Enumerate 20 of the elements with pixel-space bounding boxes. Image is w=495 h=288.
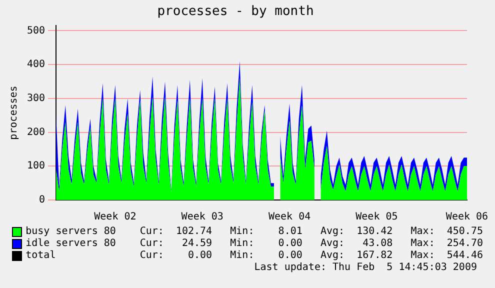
chart-title: processes - by month bbox=[157, 4, 314, 20]
x-tick-label: Week 06 bbox=[446, 212, 488, 223]
y-tick-label: 200 bbox=[27, 126, 46, 138]
text: Cur: 24.59 Min: 0.00 Avg: 43.08 Max: 254.70 bbox=[140, 238, 483, 250]
legend-label: busy servers 80 bbox=[26, 226, 117, 238]
x-tick-label: Week 02 bbox=[94, 212, 136, 223]
text: Last update: Thu Feb 5 14:45:03 2009 bbox=[253, 262, 478, 274]
y-tick-label: 100 bbox=[27, 160, 46, 172]
x-tick-label: Week 04 bbox=[268, 212, 311, 223]
legend-label: total bbox=[26, 250, 57, 262]
x-tick-label: Week 03 bbox=[181, 212, 224, 223]
x-tick-label: Week 05 bbox=[356, 212, 398, 223]
y-tick-label: 0 bbox=[39, 194, 46, 206]
y-tick-label: 400 bbox=[27, 59, 46, 70]
text: Cur: 0.00 Min: 0.00 Avg: 167.82 Max: 544.46 bbox=[140, 250, 483, 262]
text: Cur: 102.74 Min: 8.01 Avg: 130.42 Max: 450.75 bbox=[140, 226, 483, 238]
legend-label: idle servers 80 bbox=[26, 238, 117, 250]
y-tick-label: 500 bbox=[27, 25, 46, 36]
y-tick-label: 300 bbox=[27, 93, 46, 104]
y-axis-title: processes bbox=[8, 86, 20, 140]
